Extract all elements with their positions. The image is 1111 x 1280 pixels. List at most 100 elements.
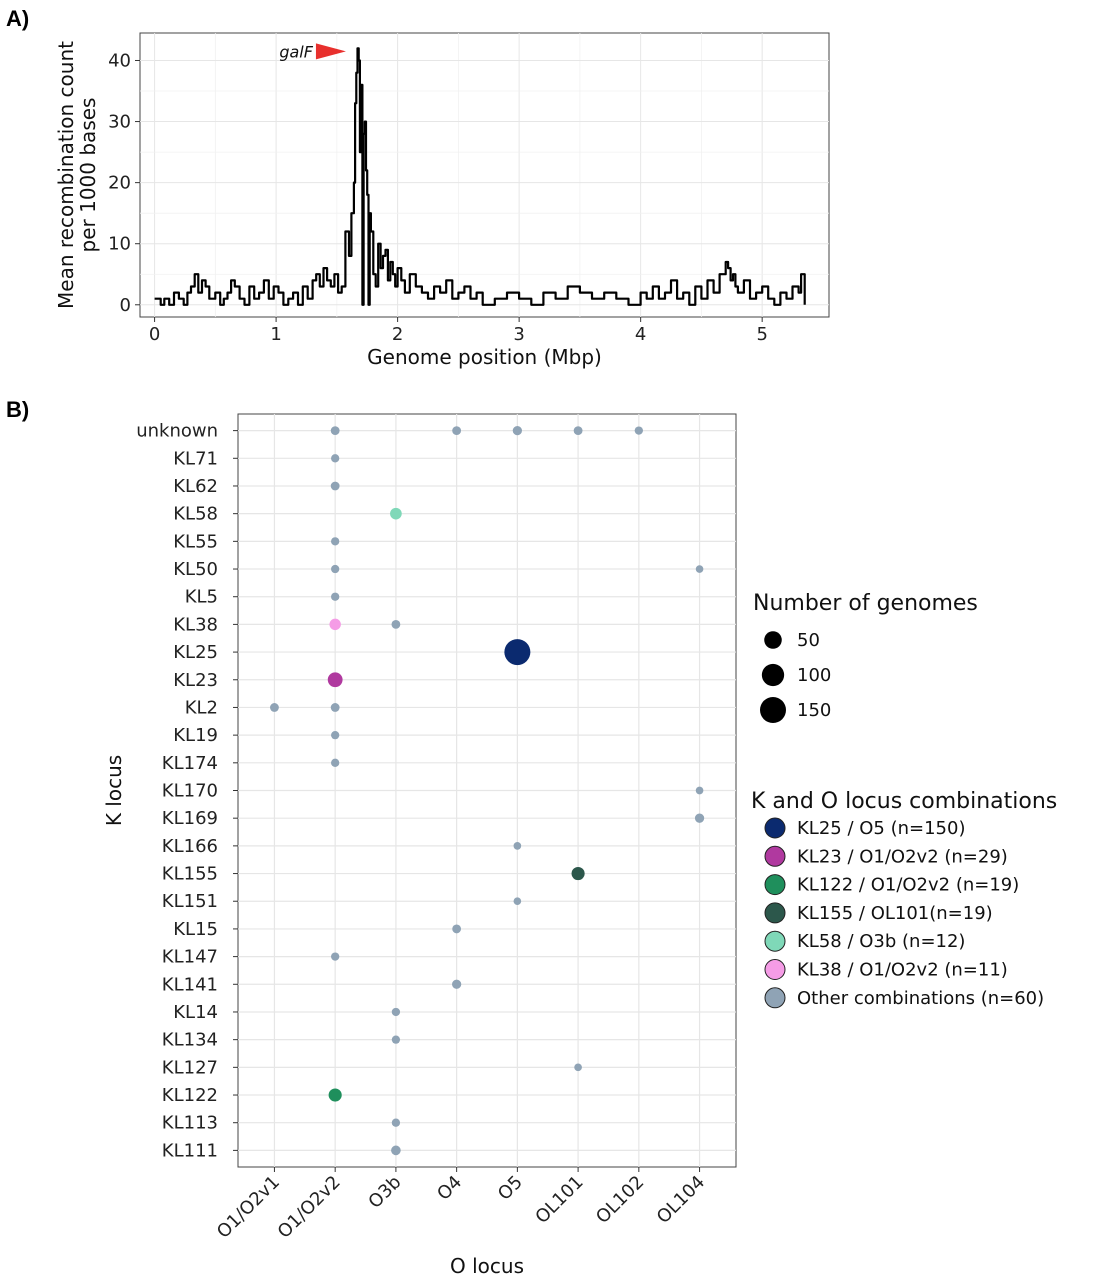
panel-a-y-axis-title-line1: Mean recombination count	[54, 41, 78, 309]
panel-b-point	[391, 619, 401, 629]
panel-b-point	[452, 426, 462, 436]
panel-b-y-tick-label: KL141	[162, 974, 218, 995]
recombination-line-chart: 0 1 2 3 4 5 0 10 20 30 40 galF Genome position (Mb…	[54, 32, 830, 369]
color-legend-label: KL23 / O1/O2v2 (n=29)	[797, 846, 1008, 867]
panel-b-x-tick-label: O1/O2v1	[213, 1172, 284, 1243]
panel-b-x-tick-label: O5	[494, 1172, 527, 1205]
panel-b-point	[331, 564, 340, 574]
panel-b-y-tick-label: KL122	[162, 1085, 218, 1106]
panel-a-x-tick-label: 5	[756, 324, 767, 345]
panel-b-x-tick-label: O3b	[364, 1172, 405, 1213]
panel-a-plot-area	[139, 32, 830, 318]
panel-b-point	[634, 426, 643, 435]
panel-b-y-tick-label: KL23	[173, 670, 218, 691]
panel-b-point	[452, 979, 462, 989]
panel-b-y-axis-title: K locus	[102, 755, 126, 826]
panel-b-point	[331, 952, 340, 961]
panel-b-y-tick-label: KL155	[162, 864, 218, 885]
size-legend-label: 100	[797, 665, 831, 686]
panel-a-x-tick-label: 3	[513, 324, 524, 345]
panel-b-x-tick-label: OL104	[653, 1172, 709, 1228]
panel-b-y-tick-label: KL71	[173, 448, 218, 469]
panel-b-point	[694, 813, 705, 823]
panel-b-y-tick-label: KL147	[162, 947, 218, 968]
panel-b-point	[513, 842, 522, 850]
panel-b-y-tick-label: KL5	[185, 587, 218, 608]
panel-b-y-tick-label: KL38	[173, 614, 218, 635]
panel-a-y-tick-label: 40	[108, 50, 131, 71]
panel-b-y-tick-label: KL134	[162, 1030, 218, 1051]
color-legend-swatch	[764, 845, 786, 867]
panel-a-y-axis-title-line2: per 1000 bases	[76, 98, 100, 253]
panel-b-point	[571, 866, 585, 881]
panel-b-point	[390, 507, 402, 520]
recombination-series-line	[154, 47, 806, 306]
panel-a-y-tick-label: 20	[108, 173, 131, 194]
panel-b-point	[328, 1088, 342, 1102]
panel-b-point	[452, 924, 462, 934]
size-legend-label: 50	[797, 630, 820, 651]
panel-b-y-tick-label: KL15	[173, 919, 218, 940]
color-legend-label: KL58 / O3b (n=12)	[797, 931, 965, 952]
panel-b-point	[695, 786, 704, 795]
panel-b-point	[329, 618, 341, 631]
panel-b-y-tick-label: KL170	[162, 781, 218, 802]
size-legend-dot	[760, 697, 786, 723]
panel-b-point	[391, 1007, 401, 1017]
panel-b-point	[331, 537, 340, 546]
panel-b-grid	[238, 414, 736, 1167]
panel-a-x-axis-title: Genome position (Mbp)	[367, 345, 602, 369]
panel-a-ticks: 0 1 2 3 4 5 0 10 20 30 40	[108, 50, 768, 345]
color-legend-label: KL38 / O1/O2v2 (n=11)	[797, 960, 1008, 981]
panel-b-y-tick-label: KL111	[162, 1140, 218, 1161]
panel-b-point	[327, 672, 343, 688]
panel-a-label: A)	[6, 6, 29, 31]
color-legend-title: K and O locus combinations	[751, 789, 1057, 814]
panel-b-x-axis-title: O locus	[450, 1254, 524, 1278]
size-legend-title: Number of genomes	[753, 591, 978, 616]
size-legend-dot	[761, 663, 785, 687]
panel-a-y-tick-label: 0	[120, 295, 131, 316]
panel-b-point	[330, 481, 340, 491]
color-legend-swatch	[764, 987, 786, 1009]
color-legend-swatch	[764, 902, 786, 924]
panel-b-y-tick-label: KL174	[162, 753, 218, 774]
panel-a-x-tick-label: 4	[635, 324, 646, 345]
color-legend: KL25 / O5 (n=150) KL23 / O1/O2v2 (n=29) KL…	[764, 817, 1044, 1009]
galf-marker-icon	[315, 43, 346, 60]
panel-a-y-tick-label: 30	[108, 112, 131, 133]
panel-b-point	[513, 897, 522, 906]
color-legend-label: KL25 / O5 (n=150)	[797, 818, 965, 839]
panel-b-label: B)	[6, 397, 29, 422]
panel-b-point	[270, 703, 279, 712]
size-legend-dot	[764, 631, 782, 649]
panel-b-point	[330, 703, 340, 712]
panel-a-x-tick-label: 1	[270, 324, 281, 345]
panel-b-y-tick-label: KL127	[162, 1057, 218, 1078]
panel-b-point	[391, 1145, 401, 1156]
panel-b-y-tick-label: unknown	[136, 421, 218, 442]
color-legend-label: KL122 / O1/O2v2 (n=19)	[797, 875, 1019, 896]
panel-b-point	[573, 426, 583, 436]
panel-b-y-tick-label: KL62	[173, 476, 218, 497]
panel-b-y-tick-label: KL166	[162, 836, 218, 857]
panel-b-point	[512, 425, 522, 436]
panel-a-x-tick-label: 2	[392, 324, 403, 345]
panel-b-y-tick-label: KL50	[173, 559, 218, 580]
galf-annotation-label: galF	[279, 42, 313, 61]
panel-b-x-tick-label: O4	[433, 1172, 466, 1205]
panel-b-x-tick-label: OL101	[531, 1172, 587, 1228]
panel-b-point	[330, 426, 340, 436]
panel-b-y-tick-label: KL58	[173, 504, 218, 525]
panel-b-y-tick-label: KL169	[162, 808, 218, 829]
panel-b-point	[391, 1035, 401, 1044]
panel-b-point	[574, 1063, 582, 1072]
panel-b-point	[504, 639, 531, 666]
color-legend-label: KL155 / OL101(n=19)	[797, 903, 993, 924]
color-legend-swatch	[764, 874, 786, 896]
panel-b-y-tick-label: KL151	[162, 891, 218, 912]
panel-b-x-tick-label: O1/O2v2	[274, 1172, 345, 1243]
panel-b-y-tick-label: KL19	[173, 725, 218, 746]
panel-b-point	[391, 1118, 401, 1127]
